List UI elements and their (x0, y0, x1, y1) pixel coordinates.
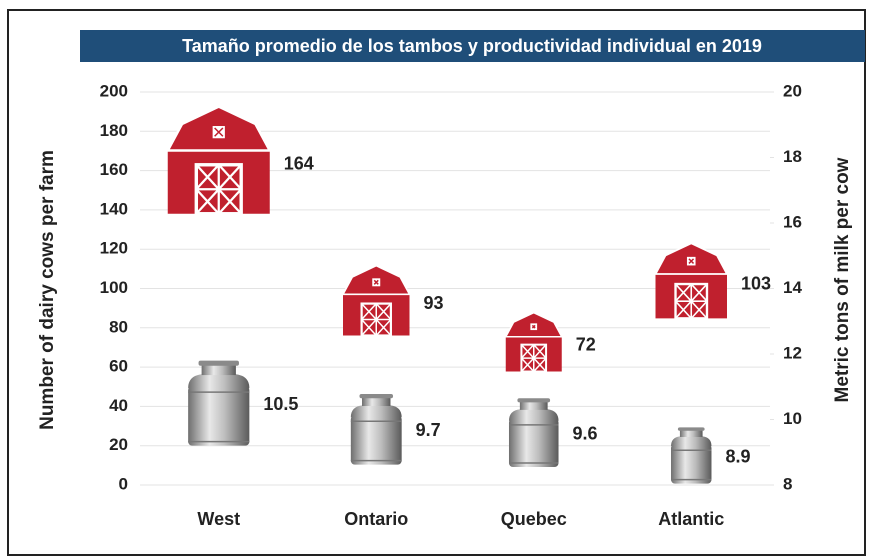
y-tick-label: 140 (100, 199, 128, 218)
can-body (188, 386, 249, 446)
barn (168, 107, 270, 214)
y-tick-label: 180 (100, 121, 128, 140)
barn (656, 243, 728, 318)
data-label: 72 (576, 334, 596, 354)
can-shoulder (351, 405, 402, 417)
x-tick-label: Quebec (501, 509, 567, 529)
y2-tick-label: 8 (783, 474, 792, 493)
barn (506, 313, 562, 372)
y-tick-label: 0 (119, 474, 128, 493)
can-body (351, 415, 402, 464)
y2-tick-label: 20 (783, 81, 802, 100)
chart-title: Tamaño promedio de los tambos y producti… (182, 36, 762, 56)
can-shoulder (671, 436, 711, 446)
data-label: 164 (284, 153, 314, 173)
y-tick-label: 40 (109, 396, 128, 415)
y-tick-label: 100 (100, 278, 128, 297)
y-tick-label: 20 (109, 435, 128, 454)
can-shoulder (509, 409, 559, 421)
y-tick-label: 120 (100, 239, 128, 258)
data-label: 10.5 (263, 394, 298, 414)
x-tick-label: Ontario (344, 509, 408, 529)
barn-door-x (196, 165, 241, 214)
y2-tick-label: 16 (783, 212, 802, 231)
y-axis-title: Number of dairy cows per farm (37, 150, 58, 430)
x-tick-label: West (197, 509, 240, 529)
barn-door-x (676, 284, 707, 318)
barn (343, 266, 410, 336)
page: Tamaño promedio de los tambos y producti… (0, 0, 869, 557)
y2-tick-label: 10 (783, 409, 802, 428)
data-label: 8.9 (725, 446, 750, 466)
y2-tick-label: 12 (783, 343, 802, 362)
data-label: 103 (741, 273, 771, 293)
y2-tick-label: 18 (783, 147, 802, 166)
can-lid (359, 394, 393, 398)
y2-axis-title: Metric tons of milk per cow (832, 157, 853, 402)
can-body (509, 419, 559, 467)
data-label: 93 (424, 293, 444, 313)
barn-door-x (521, 345, 546, 372)
y-tick-label: 60 (109, 357, 128, 376)
can-shoulder (188, 374, 249, 388)
y-tick-label: 200 (100, 81, 128, 100)
data-label: 9.6 (573, 423, 598, 443)
y-tick-label: 80 (109, 317, 128, 336)
x-tick-label: Atlantic (658, 509, 724, 529)
can-lid (678, 427, 705, 430)
can-lid (199, 361, 239, 366)
y-tick-label: 160 (100, 160, 128, 179)
can-lid (517, 398, 550, 402)
y2-tick-label: 14 (783, 278, 802, 297)
barn-window-x (532, 325, 535, 328)
barn-door-x (362, 304, 391, 336)
data-label: 9.7 (416, 420, 441, 440)
chart: Tamaño promedio de los tambos y producti… (0, 0, 869, 557)
